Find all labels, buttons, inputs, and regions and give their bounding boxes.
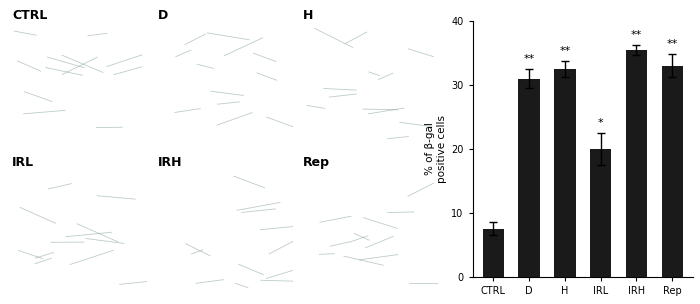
Text: **: **: [666, 40, 678, 49]
Bar: [482, 229, 504, 277]
Bar: [662, 66, 683, 277]
Text: D: D: [158, 9, 168, 22]
Bar: [590, 149, 611, 277]
Text: **: **: [524, 54, 535, 64]
Text: *: *: [598, 118, 603, 128]
Bar: [554, 69, 575, 277]
Text: **: **: [631, 30, 642, 40]
Text: IRL: IRL: [12, 156, 34, 169]
Y-axis label: % of β-gal
positive cells: % of β-gal positive cells: [426, 115, 447, 183]
Bar: [518, 79, 540, 277]
Text: CTRL: CTRL: [12, 9, 48, 22]
Text: Rep: Rep: [303, 156, 330, 169]
Text: H: H: [303, 9, 314, 22]
Bar: [626, 50, 648, 277]
Text: IRH: IRH: [158, 156, 182, 169]
Text: **: **: [559, 47, 570, 57]
